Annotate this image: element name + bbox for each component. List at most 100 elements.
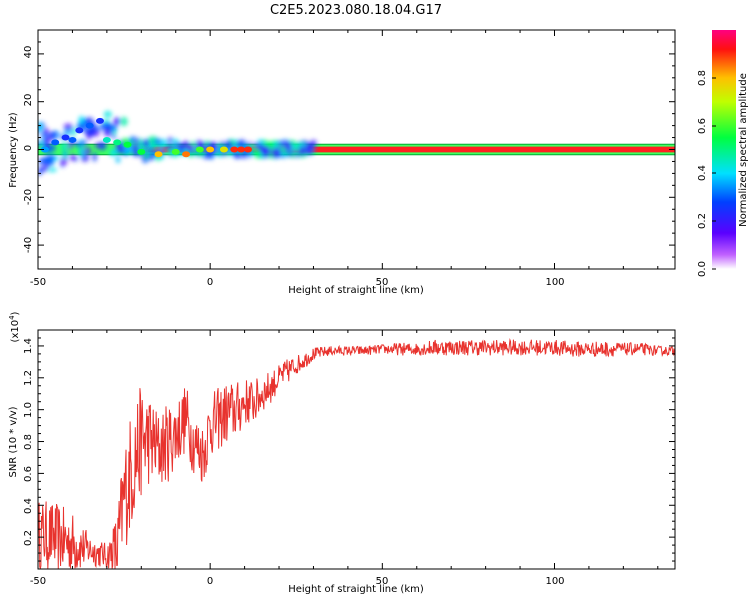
spectral-blob — [59, 157, 68, 166]
spectral-peak — [68, 136, 77, 143]
spectral-blob — [110, 148, 118, 155]
spectral-blob — [44, 155, 53, 165]
spectral-blob — [111, 133, 116, 139]
spectral-blob — [270, 148, 281, 158]
spectral-blob — [84, 146, 91, 156]
spectral-peak — [195, 146, 204, 153]
spectral-peak — [85, 122, 94, 129]
spectral-blob — [84, 129, 90, 134]
spectral-blob — [43, 138, 49, 148]
spectral-peak — [230, 146, 239, 153]
spectral-blob — [92, 152, 97, 162]
snr-frame — [37, 329, 676, 570]
spectral-blob — [103, 110, 112, 118]
spectral-blob — [298, 146, 306, 157]
spectral-peak — [61, 134, 70, 141]
spectral-blob — [38, 166, 47, 173]
spectral-blob — [103, 128, 113, 137]
carrier-band-core — [141, 146, 675, 153]
spectral-blob — [261, 145, 271, 156]
spectrogram-yaxis-title: Frequency (Hz) — [8, 112, 19, 188]
spectral-blob — [116, 149, 123, 155]
spectral-blob — [215, 152, 226, 157]
spectral-blob — [38, 122, 44, 132]
spectral-blob — [280, 145, 286, 154]
spectral-blob — [98, 141, 107, 151]
snr-multiplier-base: (x10 — [10, 320, 21, 343]
spectral-peak — [244, 146, 253, 153]
snr-multiplier-close: ) — [10, 311, 21, 315]
spectral-peak — [75, 127, 84, 134]
snr-xtick-label: -50 — [30, 576, 46, 587]
spectrogram-heatmap — [38, 110, 675, 176]
spectrogram-xtick-label: 100 — [545, 277, 564, 288]
snr-multiplier-exponent: 4 — [8, 315, 16, 320]
spectrogram-xaxis-title: Height of straight line (km) — [288, 285, 424, 296]
spectral-blob — [159, 145, 164, 152]
spectral-peak — [137, 148, 146, 155]
spectrogram-panel: -50 0 50 100 Height of straight line (km… — [8, 29, 676, 296]
spectral-blob — [241, 150, 248, 159]
spectrogram-ytick-label: -40 — [23, 237, 34, 253]
spectral-blob — [78, 146, 86, 157]
spectrogram-xtick-label: -50 — [30, 277, 46, 288]
spectral-blob — [188, 151, 195, 158]
spectral-peak — [206, 146, 215, 153]
spectrogram-xtick-label: 0 — [207, 277, 213, 288]
colorbar: 0.0 0.2 0.4 0.6 0.8 Normalized spectral … — [697, 30, 749, 277]
spectral-blob — [115, 156, 121, 164]
spectral-blob — [226, 139, 232, 150]
spectral-blob — [86, 128, 97, 137]
snr-ytick-label: 0.6 — [23, 466, 34, 482]
colorbar-tick-label: 0.4 — [697, 165, 708, 181]
snr-ytick-label: 0.2 — [23, 530, 34, 546]
colorbar-title: Normalized spectral amplitude — [738, 73, 749, 227]
spectral-blob — [119, 116, 128, 127]
spectral-blob — [267, 141, 274, 150]
snr-ytick-label: 1.4 — [23, 338, 34, 354]
figure-title: C2E5.2023.080.18.04.G17 — [270, 3, 442, 18]
snr-multiplier-label: (x104) — [8, 311, 21, 342]
spectral-blob — [132, 149, 139, 155]
colorbar-tick-label: 0.2 — [697, 213, 708, 229]
spectral-peak — [182, 151, 191, 158]
spectral-blob — [123, 145, 132, 155]
spectral-peak — [237, 146, 246, 153]
snr-series-line — [38, 337, 675, 569]
spectral-peak — [51, 139, 60, 146]
spectral-blob — [142, 139, 150, 148]
spectral-blob — [113, 117, 120, 127]
spectral-blob — [129, 141, 137, 146]
spectral-blob — [67, 140, 72, 151]
snr-ytick-label: 0.4 — [23, 498, 34, 514]
spectral-blob — [219, 141, 225, 147]
snr-ticks — [37, 329, 675, 570]
spectral-blob — [63, 123, 73, 131]
spectral-blob — [61, 154, 68, 159]
spectral-blob — [303, 142, 314, 150]
spectral-cloud — [38, 110, 317, 176]
spectral-blob — [180, 146, 185, 153]
spectral-peak — [123, 141, 132, 148]
spectral-blob — [193, 144, 198, 154]
spectral-blob — [246, 152, 253, 157]
snr-xtick-label: 100 — [545, 576, 564, 587]
snr-xaxis-title: Height of straight line (km) — [288, 584, 424, 595]
snr-yaxis-title: SNR (10 * v/v) — [8, 406, 19, 477]
spectral-blob — [183, 140, 189, 150]
spectral-blob — [287, 151, 292, 157]
colorbar-tick-label: 0.8 — [697, 70, 708, 86]
spectral-blob — [75, 142, 82, 148]
spectral-blob — [153, 138, 162, 146]
spectral-blob — [110, 124, 118, 132]
spectrogram-ticks — [37, 29, 675, 270]
spectral-blob — [305, 149, 312, 154]
spectral-peak — [95, 117, 104, 124]
spectral-peak — [113, 139, 122, 146]
spectral-blob — [43, 127, 49, 136]
spectrogram-ytick-label: 40 — [23, 46, 34, 59]
spectral-blob — [60, 142, 69, 152]
spectral-peak — [40, 146, 49, 153]
spectral-peak — [171, 148, 180, 155]
